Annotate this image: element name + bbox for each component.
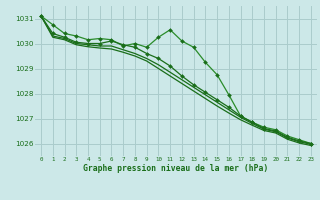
X-axis label: Graphe pression niveau de la mer (hPa): Graphe pression niveau de la mer (hPa): [84, 164, 268, 173]
